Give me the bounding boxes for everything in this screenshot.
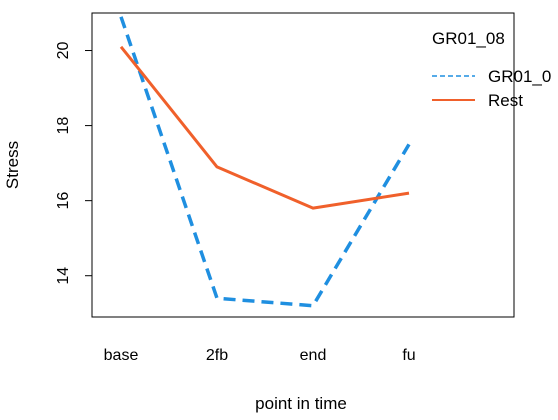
x-tick-label: end bbox=[300, 347, 327, 364]
x-axis: base 2fb end fu bbox=[104, 347, 416, 364]
series-line-0 bbox=[119, 16, 411, 308]
legend-label: GR01_0 bbox=[488, 67, 551, 86]
x-tick-label: base bbox=[104, 347, 139, 364]
legend-title: GR01_08 bbox=[432, 29, 505, 48]
plot-frame bbox=[91, 12, 515, 318]
x-axis-label: point in time bbox=[255, 394, 347, 413]
y-tick-label: 14 bbox=[55, 267, 72, 285]
series-lines bbox=[119, 16, 411, 308]
legend-items: GR01_0 Rest bbox=[432, 67, 551, 110]
legend: GR01_08 GR01_0 Rest bbox=[432, 29, 551, 110]
x-tick-label: fu bbox=[402, 347, 415, 364]
y-tick-label: 18 bbox=[55, 117, 72, 135]
y-axis-label: Stress bbox=[3, 141, 22, 189]
legend-label: Rest bbox=[488, 91, 523, 110]
y-tick-label: 16 bbox=[55, 192, 72, 210]
y-axis: 14 16 18 20 bbox=[55, 42, 93, 285]
y-tick-label: 20 bbox=[55, 42, 72, 60]
series-line-1 bbox=[119, 45, 410, 210]
x-tick-label: 2fb bbox=[206, 347, 228, 364]
